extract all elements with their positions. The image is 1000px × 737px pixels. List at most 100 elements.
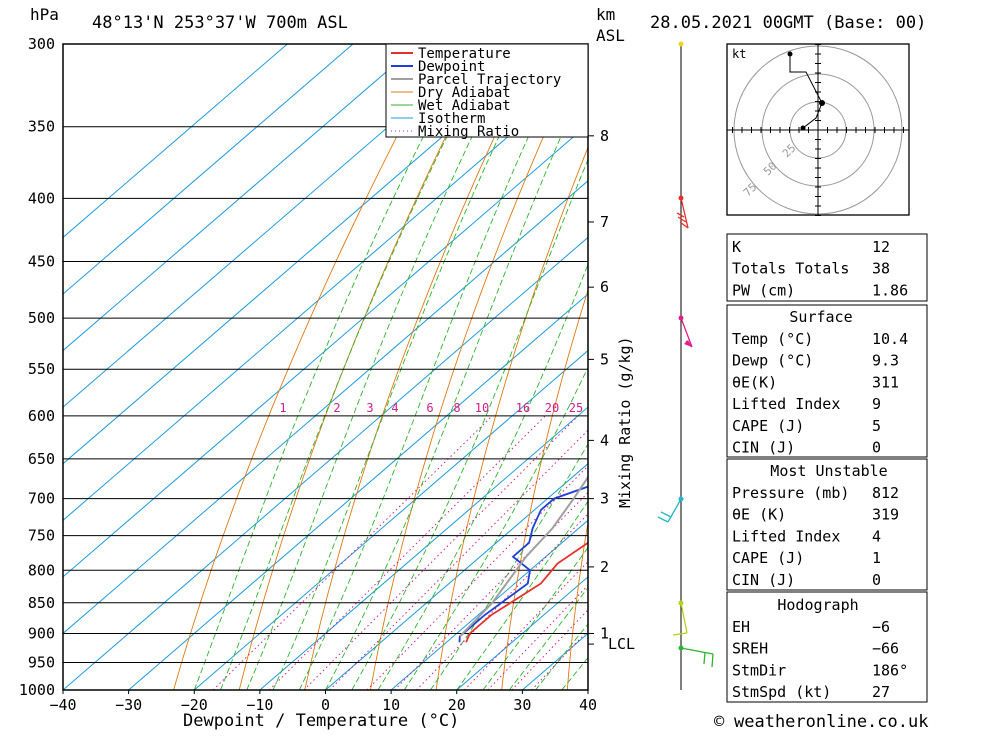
km-tick-label: 4 [600, 431, 609, 449]
index-value: 0 [872, 571, 881, 589]
index-value: −66 [872, 640, 899, 658]
hodograph-unit: kt [732, 47, 746, 61]
mixing-ratio-label: 1 [279, 401, 286, 415]
km-tick-label: LCL [608, 635, 635, 653]
x-tick-label: 40 [579, 696, 597, 714]
index-label: SREH [732, 640, 768, 658]
km-tick-label: 6 [600, 278, 609, 296]
pressure-tick-label: 400 [28, 189, 55, 207]
wet-adiabat-line [404, 44, 723, 690]
dry-adiabat-line [502, 44, 678, 690]
x-tick-label: −40 [49, 696, 76, 714]
wind-barb [681, 648, 713, 667]
hpa-label: hPa [30, 5, 59, 24]
km-label: km [596, 5, 615, 24]
index-value: 186° [872, 661, 908, 679]
index-label: Dewp (°C) [732, 352, 813, 370]
hodograph: kt 25 50 75 [727, 44, 909, 216]
pressure-tick-label: 950 [28, 653, 55, 671]
index-value: 319 [872, 506, 899, 524]
index-label: Pressure (mb) [732, 484, 849, 502]
index-value: −6 [872, 618, 890, 636]
copyright-symbol: © [714, 712, 725, 732]
mixing-ratio-label: 16 [516, 401, 530, 415]
wet-adiabat-line [326, 44, 603, 690]
isotherm-line [0, 44, 747, 690]
mixing-ratio-line [304, 416, 578, 690]
index-value: 10.4 [872, 330, 908, 348]
hodograph-point [801, 126, 806, 131]
wind-barb [677, 198, 688, 228]
legend: Temperature Dewpoint Parcel Trajectory D… [386, 44, 588, 140]
dry-adiabat-line [948, 44, 1000, 690]
km-tick-label: 7 [600, 213, 609, 231]
pressure-tick-label: 550 [28, 360, 55, 378]
mixing-ratio-label: 8 [453, 401, 460, 415]
index-label: Lifted Index [732, 527, 840, 545]
dry-adiabat-line [239, 44, 492, 690]
index-label: StmSpd (kt) [732, 683, 831, 701]
index-label: θE (K) [732, 506, 786, 524]
km-tick-label: 2 [600, 558, 609, 576]
wind-level-marker [679, 42, 684, 47]
most-unstable-section-title: Most Unstable [770, 462, 887, 480]
index-value: 1.86 [872, 281, 908, 299]
index-label: θE(K) [732, 373, 777, 391]
index-value: 9.3 [872, 352, 899, 370]
index-label: CIN (J) [732, 571, 795, 589]
hodograph-point [788, 52, 793, 57]
index-value: 311 [872, 373, 899, 391]
isotherm-line [0, 44, 550, 690]
isotherm-line [0, 44, 484, 690]
wind-barb [673, 603, 687, 635]
isotherm-line [0, 44, 681, 690]
x-tick-label: 30 [513, 696, 531, 714]
pressure-tick-label: 350 [28, 118, 55, 136]
mixing-ratio-line [330, 416, 603, 690]
pressure-tick-label: 450 [28, 253, 55, 271]
copyright-label: weatheronline.co.uk [734, 712, 928, 732]
location-title: 48°13'N 253°37'W 700m ASL [92, 13, 348, 33]
index-label: CAPE (J) [732, 549, 804, 567]
index-label: CIN (J) [732, 439, 795, 457]
km-tick-label: 3 [600, 490, 609, 508]
mixing-ratio-axis-label: Mixing Ratio (g/kg) [616, 336, 634, 508]
km-tick-label: 5 [600, 350, 609, 368]
index-value: 12 [872, 238, 890, 256]
hodograph-section-title: Hodograph [777, 596, 858, 614]
plot-frame [63, 44, 588, 690]
pressure-tick-label: 850 [28, 594, 55, 612]
dry-adiabat-line [371, 44, 586, 690]
pressure-tick-label: 900 [28, 624, 55, 642]
index-value: 38 [872, 260, 890, 278]
index-value: 4 [872, 527, 881, 545]
pressure-tick-label: 300 [28, 35, 55, 53]
pressure-tick-label: 600 [28, 407, 55, 425]
index-label: Totals Totals [732, 260, 849, 278]
isotherm-line [0, 44, 615, 690]
index-value: 27 [872, 683, 890, 701]
pressure-tick-label: 700 [28, 490, 55, 508]
index-label: StmDir [732, 661, 786, 679]
index-value: 812 [872, 484, 899, 502]
index-label: CAPE (J) [732, 417, 804, 435]
x-tick-label: −30 [115, 696, 142, 714]
mixing-ratio-label: 20 [545, 401, 559, 415]
surface-section-title: Surface [789, 308, 852, 326]
pressure-tick-label: 500 [28, 309, 55, 327]
legend-mixing: Mixing Ratio [418, 124, 519, 140]
dry-adiabat-line [567, 44, 724, 690]
wet-adiabat-line [247, 44, 518, 690]
index-label: Temp (°C) [732, 330, 813, 348]
index-label: PW (cm) [732, 281, 795, 299]
index-label: EH [732, 618, 750, 636]
hodograph-point [819, 100, 825, 106]
pressure-tick-label: 800 [28, 561, 55, 579]
pressure-grid [63, 44, 588, 690]
pressure-tick-label: 750 [28, 527, 55, 545]
index-value: 0 [872, 439, 881, 457]
mixing-ratio-label: 4 [391, 401, 398, 415]
asl-label: ASL [596, 26, 625, 45]
